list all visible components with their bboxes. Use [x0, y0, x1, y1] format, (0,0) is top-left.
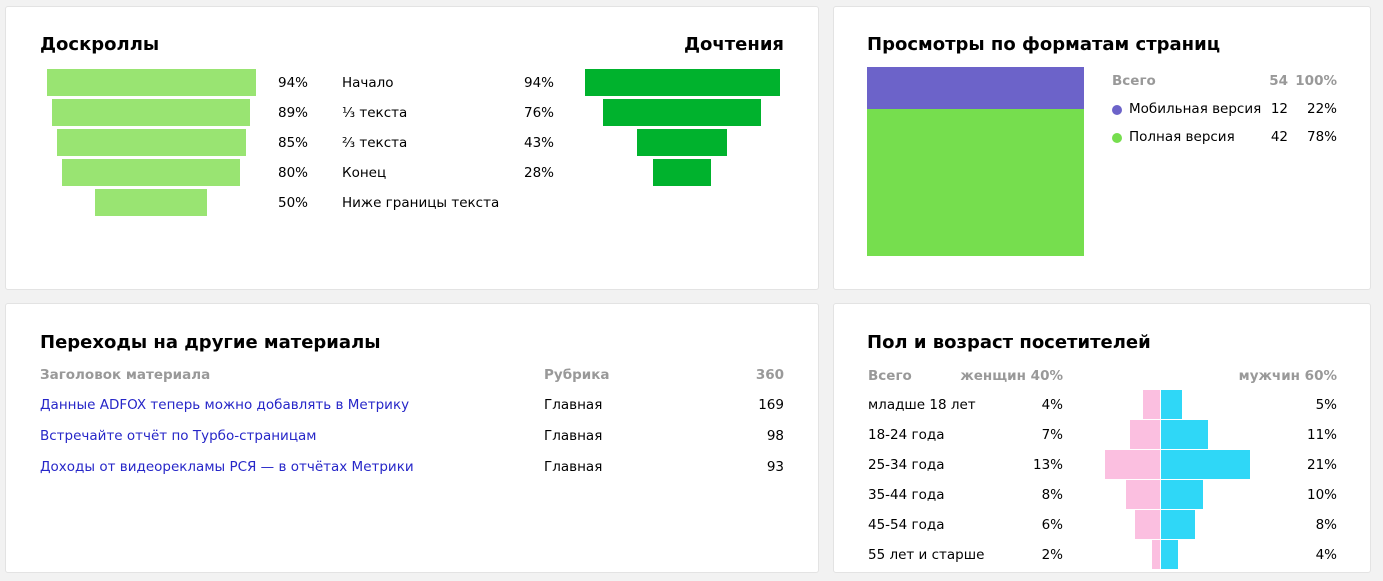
scroll-pct: 80%	[277, 165, 308, 181]
women-bar	[1130, 420, 1160, 449]
read-bar	[603, 99, 761, 126]
formats-title: Просмотры по форматам страниц	[867, 34, 1221, 55]
women-bar	[1143, 390, 1160, 419]
material-rubric: Главная	[544, 428, 603, 444]
age-label: 25-34 года	[868, 457, 945, 473]
age-label: 45-54 года	[868, 517, 945, 533]
women-pct: 2%	[1041, 547, 1063, 563]
scroll-card: Доскроллы Дочтения 94% Начало 94% 89% ⅓ текс…	[5, 6, 819, 290]
material-rubric: Главная	[544, 397, 603, 413]
demographics-header-men: мужчин 60%	[1238, 368, 1337, 384]
material-link[interactable]: Данные ADFOX теперь можно добавлять в Ме…	[40, 397, 410, 413]
material-count: 169	[758, 397, 784, 413]
scroll-stage-label: Конец	[342, 165, 387, 181]
read-bar	[584, 69, 780, 96]
demographics-title: Пол и возраст посетителей	[867, 332, 1151, 353]
formats-bar-mobile	[867, 67, 1084, 109]
scroll-bar	[62, 159, 240, 186]
men-pct: 10%	[1306, 487, 1337, 503]
formats-total-pct: 100%	[1295, 73, 1337, 89]
scroll-pct: 94%	[277, 75, 308, 91]
men-pct: 11%	[1306, 427, 1337, 443]
men-pct: 4%	[1315, 547, 1337, 563]
demographics-header-women: женщин 40%	[960, 368, 1063, 384]
age-label: 55 лет и старше	[868, 547, 985, 563]
men-pct: 8%	[1315, 517, 1337, 533]
material-link[interactable]: Встречайте отчёт по Турбо-страницам	[40, 428, 317, 444]
material-count: 93	[766, 459, 784, 475]
scroll-bar	[95, 189, 207, 216]
read-pct: 28%	[523, 165, 554, 181]
read-pct: 94%	[523, 75, 554, 91]
legend-count: 42	[1270, 129, 1288, 145]
scroll-stage-label: ⅔ текста	[342, 135, 408, 151]
women-pct: 4%	[1041, 397, 1063, 413]
transitions-card: Переходы на другие материалы Заголовок м…	[5, 303, 819, 573]
formats-total-count: 54	[1269, 73, 1288, 89]
age-label: 18-24 года	[868, 427, 945, 443]
scroll-title: Доскроллы	[40, 34, 160, 55]
formats-total-label: Всего	[1112, 73, 1156, 89]
legend-count: 12	[1270, 101, 1288, 117]
women-bar	[1151, 540, 1160, 569]
formats-card: Просмотры по форматам страниц Всего 54 1…	[833, 6, 1371, 290]
transitions-header-rubric: Рубрика	[544, 367, 610, 383]
women-bar	[1126, 480, 1160, 509]
scroll-stage-label: Начало	[342, 75, 394, 91]
transitions-header-count: 360	[755, 367, 784, 383]
read-bar	[637, 129, 727, 156]
read-pct: 76%	[523, 105, 554, 121]
legend-dot-icon	[1112, 133, 1122, 143]
read-bar	[653, 159, 712, 186]
material-rubric: Главная	[544, 459, 603, 475]
women-pct: 6%	[1041, 517, 1063, 533]
legend-pct: 22%	[1306, 101, 1337, 117]
legend-label: Мобильная версия	[1129, 101, 1262, 117]
demographics-card: Пол и возраст посетителей Всего женщин 4…	[833, 303, 1371, 573]
legend-dot-icon	[1112, 105, 1122, 115]
women-pct: 13%	[1032, 457, 1063, 473]
men-bar	[1161, 480, 1204, 509]
men-bar	[1161, 540, 1178, 569]
women-bar	[1104, 450, 1160, 479]
scroll-pct: 50%	[277, 195, 308, 211]
men-bar	[1161, 450, 1250, 479]
transitions-header-title: Заголовок материала	[40, 367, 211, 383]
scroll-stage-label: ⅓ текста	[342, 105, 408, 121]
read-pct: 43%	[523, 135, 554, 151]
scroll-stage-label: Ниже границы текста	[342, 195, 500, 211]
men-bar	[1161, 390, 1183, 419]
scroll-pct: 85%	[277, 135, 308, 151]
material-count: 98	[766, 428, 784, 444]
men-bar	[1161, 420, 1208, 449]
demographics-header-total: Всего	[868, 368, 912, 384]
formats-bar-full	[867, 109, 1084, 256]
scroll-pct: 89%	[277, 105, 308, 121]
transitions-title: Переходы на другие материалы	[40, 332, 381, 353]
women-pct: 7%	[1041, 427, 1063, 443]
men-pct: 21%	[1306, 457, 1337, 473]
scroll-bar	[46, 69, 256, 96]
men-bar	[1161, 510, 1195, 539]
age-label: 35-44 года	[868, 487, 945, 503]
age-label: младше 18 лет	[868, 397, 976, 413]
men-pct: 5%	[1315, 397, 1337, 413]
scroll-bar	[56, 129, 246, 156]
material-link[interactable]: Доходы от видеорекламы РСЯ — в отчётах М…	[40, 459, 414, 475]
legend-pct: 78%	[1306, 129, 1337, 145]
scroll-bar	[52, 99, 250, 126]
legend-label: Полная версия	[1129, 129, 1235, 145]
women-pct: 8%	[1041, 487, 1063, 503]
women-bar	[1134, 510, 1160, 539]
read-title: Дочтения	[683, 34, 784, 55]
